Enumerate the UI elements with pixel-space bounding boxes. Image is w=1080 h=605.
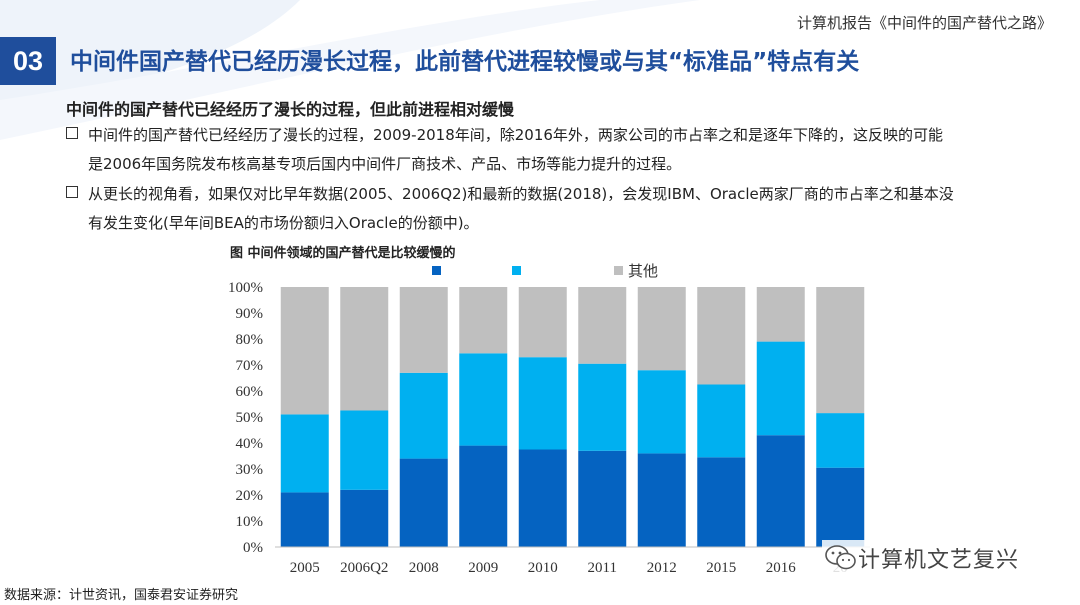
x-tick-label: 2012 <box>647 560 677 576</box>
bar-2011-series-2 <box>578 287 627 364</box>
bar-2010-series-0 <box>518 449 567 547</box>
section-number-badge: 03 <box>0 37 56 85</box>
bar-2008-series-2 <box>399 287 448 373</box>
bar-2016-series-1 <box>756 341 805 436</box>
bar-2009-series-1 <box>459 353 508 446</box>
bar-2015-series-1 <box>697 384 746 458</box>
checkbox-bullet-icon <box>66 186 78 198</box>
y-tick-label: 100% <box>228 280 263 296</box>
watermark: 计算机文艺复兴 <box>822 540 1026 576</box>
bar-20-series-2 <box>816 287 865 414</box>
x-tick-label: 2006Q2 <box>340 560 388 576</box>
bar-2016-series-0 <box>756 435 805 547</box>
legend-label-2: 其他 <box>628 262 658 280</box>
x-tick-label: 2015 <box>706 560 736 576</box>
x-tick-label: 2011 <box>588 560 617 576</box>
legend-swatch-0 <box>432 266 441 275</box>
bar-2005-series-0 <box>280 492 329 547</box>
section-subtitle: 中间件的国产替代已经经历了漫长的过程，但此前进程相对缓慢 <box>66 100 515 119</box>
bar-2015-series-2 <box>697 287 746 385</box>
bar-2009-series-2 <box>459 287 508 354</box>
bar-20-series-0 <box>816 467 865 547</box>
bar-2015-series-0 <box>697 457 746 547</box>
data-source: 数据来源：计世资讯，国泰君安证券研究 <box>4 588 239 603</box>
legend-swatch-1 <box>512 266 521 275</box>
checkbox-bullet-icon <box>66 127 78 139</box>
bullet-point-1: 中间件的国产替代已经经历了漫长的过程，2009-2018年间，除2016年外，两… <box>66 121 1056 179</box>
y-tick-label: 50% <box>236 410 264 426</box>
y-tick-label: 70% <box>236 358 264 374</box>
bar-2005-series-2 <box>280 287 329 415</box>
x-tick-label: 2005 <box>290 560 320 576</box>
y-tick-label: 10% <box>236 514 264 530</box>
y-tick-label: 0% <box>243 540 263 556</box>
bullet-1-line-2: 是2006年国务院发布核高基专项后国内中间件厂商技术、产品、市场等能力提升的过程… <box>88 155 682 173</box>
wechat-icon <box>825 545 856 570</box>
bullet-2-line-1: 从更长的视角看，如果仅对比早年数据(2005、2006Q2)和最新的数据(201… <box>88 185 954 203</box>
bullet-1-line-1: 中间件的国产替代已经经历了漫长的过程，2009-2018年间，除2016年外，两… <box>88 126 943 144</box>
bar-2016-series-2 <box>756 287 805 342</box>
bar-20-series-1 <box>816 413 865 468</box>
bar-2008-series-0 <box>399 458 448 547</box>
bar-2006Q2-series-2 <box>340 287 389 411</box>
bar-2008-series-1 <box>399 372 448 459</box>
y-tick-label: 40% <box>236 436 264 452</box>
bar-2010-series-1 <box>518 357 567 450</box>
legend-swatch-2 <box>614 266 623 275</box>
bar-2010-series-2 <box>518 287 567 358</box>
y-tick-label: 60% <box>236 384 264 400</box>
y-tick-label: 30% <box>236 462 264 478</box>
bar-2011-series-0 <box>578 450 627 547</box>
bar-2012-series-0 <box>637 453 686 547</box>
x-tick-label: 2016 <box>766 560 797 576</box>
watermark-text: 计算机文艺复兴 <box>858 548 1020 573</box>
y-tick-label: 90% <box>236 306 264 322</box>
figure-caption: 图 中间件领域的国产替代是比较缓慢的 <box>230 246 456 261</box>
bar-2005-series-1 <box>280 414 329 493</box>
bar-2012-series-2 <box>637 287 686 371</box>
x-tick-label: 2009 <box>468 560 498 576</box>
y-tick-label: 80% <box>236 332 264 348</box>
bar-2009-series-0 <box>459 445 508 547</box>
report-title: 计算机报告《中间件的国产替代之路》 <box>796 14 1052 32</box>
x-tick-label: 2010 <box>528 560 558 576</box>
bar-2006Q2-series-0 <box>340 489 389 547</box>
bullet-2-line-2: 有发生变化(早年间BEA的市场份额归入Oracle的份额中)。 <box>88 214 479 232</box>
x-tick-label: 2008 <box>409 560 439 576</box>
bar-2011-series-1 <box>578 363 627 451</box>
page-title: 中间件国产替代已经历漫长过程，此前替代进程较慢或与其“标准品”特点有关 <box>70 49 860 75</box>
y-tick-label: 20% <box>236 488 264 504</box>
bullet-point-2: 从更长的视角看，如果仅对比早年数据(2005、2006Q2)和最新的数据(201… <box>66 180 1056 238</box>
bar-2012-series-1 <box>637 370 686 454</box>
bar-2006Q2-series-1 <box>340 410 389 490</box>
